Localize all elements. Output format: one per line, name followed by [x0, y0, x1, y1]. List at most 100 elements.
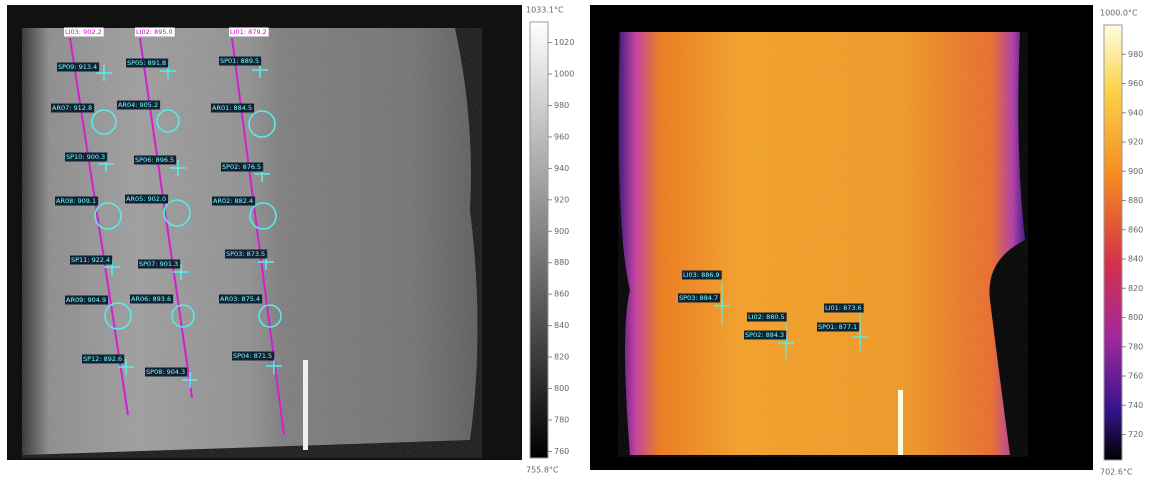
label-box — [211, 103, 255, 113]
measurement-label: AR02: 882.4 — [213, 197, 253, 205]
area-marker — [171, 304, 195, 328]
label-box — [219, 294, 263, 304]
noise — [618, 32, 1028, 457]
scale-min: 755.8°C — [526, 466, 559, 475]
hot-streak — [898, 390, 903, 455]
tick-label: 760 — [554, 447, 569, 456]
label-box — [134, 155, 177, 165]
measurement-label: SP02: 876.5 — [222, 163, 261, 171]
tick-label: 920 — [554, 195, 569, 204]
measurement-label: LI01: 879.2 — [230, 28, 267, 36]
tick-label: 740 — [1128, 401, 1143, 410]
area-marker — [163, 199, 191, 227]
area-marker — [258, 304, 282, 328]
measurement-label: AR06: 893.6 — [131, 295, 171, 303]
label-box — [65, 152, 108, 162]
measurement-label: SP08: 904.3 — [146, 368, 185, 376]
measurement-label: SP10: 900.3 — [66, 153, 105, 161]
tick-label: 800 — [1128, 313, 1143, 322]
tick-label: 820 — [1128, 284, 1143, 293]
tick-label: 820 — [554, 353, 569, 362]
hot-streak — [303, 360, 308, 450]
area-marker — [104, 302, 132, 330]
tick-label: 980 — [1128, 50, 1143, 59]
scale-min: 702.6°C — [1100, 468, 1133, 477]
tick-label: 880 — [554, 258, 569, 267]
measurement-label: AR09: 904.9 — [66, 296, 106, 304]
label-box — [744, 330, 787, 340]
measurement-label: SP07: 901.3 — [139, 260, 178, 268]
color-scale — [529, 21, 549, 459]
measurement-label: AR07: 912.8 — [52, 104, 92, 112]
label-box — [70, 255, 113, 265]
measurement-label: LI02: 880.5 — [748, 313, 785, 321]
scale-max: 1000.0°C — [1100, 9, 1138, 18]
label-box — [55, 196, 99, 206]
tick-label: 760 — [1128, 372, 1143, 381]
label-box — [824, 303, 864, 313]
area-marker — [156, 109, 180, 133]
label-box — [817, 322, 860, 332]
tick-label: 920 — [1128, 138, 1143, 147]
measurement-label: AR08: 909.1 — [56, 197, 96, 205]
label-box — [212, 196, 256, 206]
measure-line — [139, 37, 193, 399]
measurement-label: SP03: 884.7 — [679, 294, 718, 302]
label-box — [678, 293, 721, 303]
tick-label: 1020 — [554, 38, 574, 47]
measurement-label: SP03: 873.5 — [226, 250, 265, 258]
label-box — [57, 62, 100, 72]
area-marker — [91, 109, 117, 135]
label-box — [138, 259, 181, 269]
tick-label: 960 — [1128, 79, 1143, 88]
label-box — [219, 56, 262, 66]
label-box — [82, 354, 125, 364]
label-box — [145, 367, 188, 377]
label-box — [126, 58, 169, 68]
tick-label: 840 — [554, 321, 569, 330]
tick-label: 800 — [554, 384, 569, 393]
measurement-label: AR01: 884.5 — [212, 104, 252, 112]
measurement-label: LI02: 895.0 — [136, 28, 173, 36]
measurement-label: SP01: 877.1 — [818, 323, 857, 331]
measurement-label: SP05: 891.8 — [127, 59, 166, 67]
measurement-label: LI03: 886.9 — [683, 271, 720, 279]
tick-label: 720 — [1128, 430, 1143, 439]
label-box — [225, 249, 268, 259]
label-box — [125, 194, 169, 204]
label-box — [682, 270, 722, 280]
label-box — [51, 103, 95, 113]
label-box — [117, 100, 161, 110]
measurement-label: LI03: 902.2 — [65, 28, 102, 36]
area-marker — [94, 202, 122, 230]
tick-label: 880 — [1128, 196, 1143, 205]
tick-label: 780 — [1128, 342, 1143, 351]
label-box — [65, 295, 109, 305]
measure-line — [69, 37, 129, 416]
area-marker — [248, 110, 276, 138]
measurement-label: SP01: 889.5 — [220, 57, 259, 65]
tick-label: 780 — [554, 415, 569, 424]
label-box — [229, 27, 269, 37]
tick-label: 960 — [554, 132, 569, 141]
noise — [22, 28, 482, 458]
label-box — [747, 312, 787, 322]
measurement-label: SP09: 913.4 — [58, 63, 97, 71]
measurement-label: AR04: 905.2 — [118, 101, 158, 109]
tick-label: 860 — [554, 290, 569, 299]
measurement-label: SP02: 884.3 — [745, 331, 784, 339]
tick-label: 900 — [1128, 167, 1143, 176]
tick-label: 940 — [554, 164, 569, 173]
label-box — [130, 294, 174, 304]
scale-max: 1033.1°C — [526, 6, 564, 15]
label-box — [135, 27, 175, 37]
measurement-label: SP04: 871.5 — [233, 352, 272, 360]
measurement-label: AR05: 902.0 — [126, 195, 166, 203]
label-box — [64, 27, 104, 37]
tick-label: 940 — [1128, 108, 1143, 117]
color-scale — [1103, 24, 1123, 461]
tick-label: 900 — [554, 227, 569, 236]
measurement-label: SP11: 922.4 — [71, 256, 110, 264]
area-marker — [249, 202, 277, 230]
